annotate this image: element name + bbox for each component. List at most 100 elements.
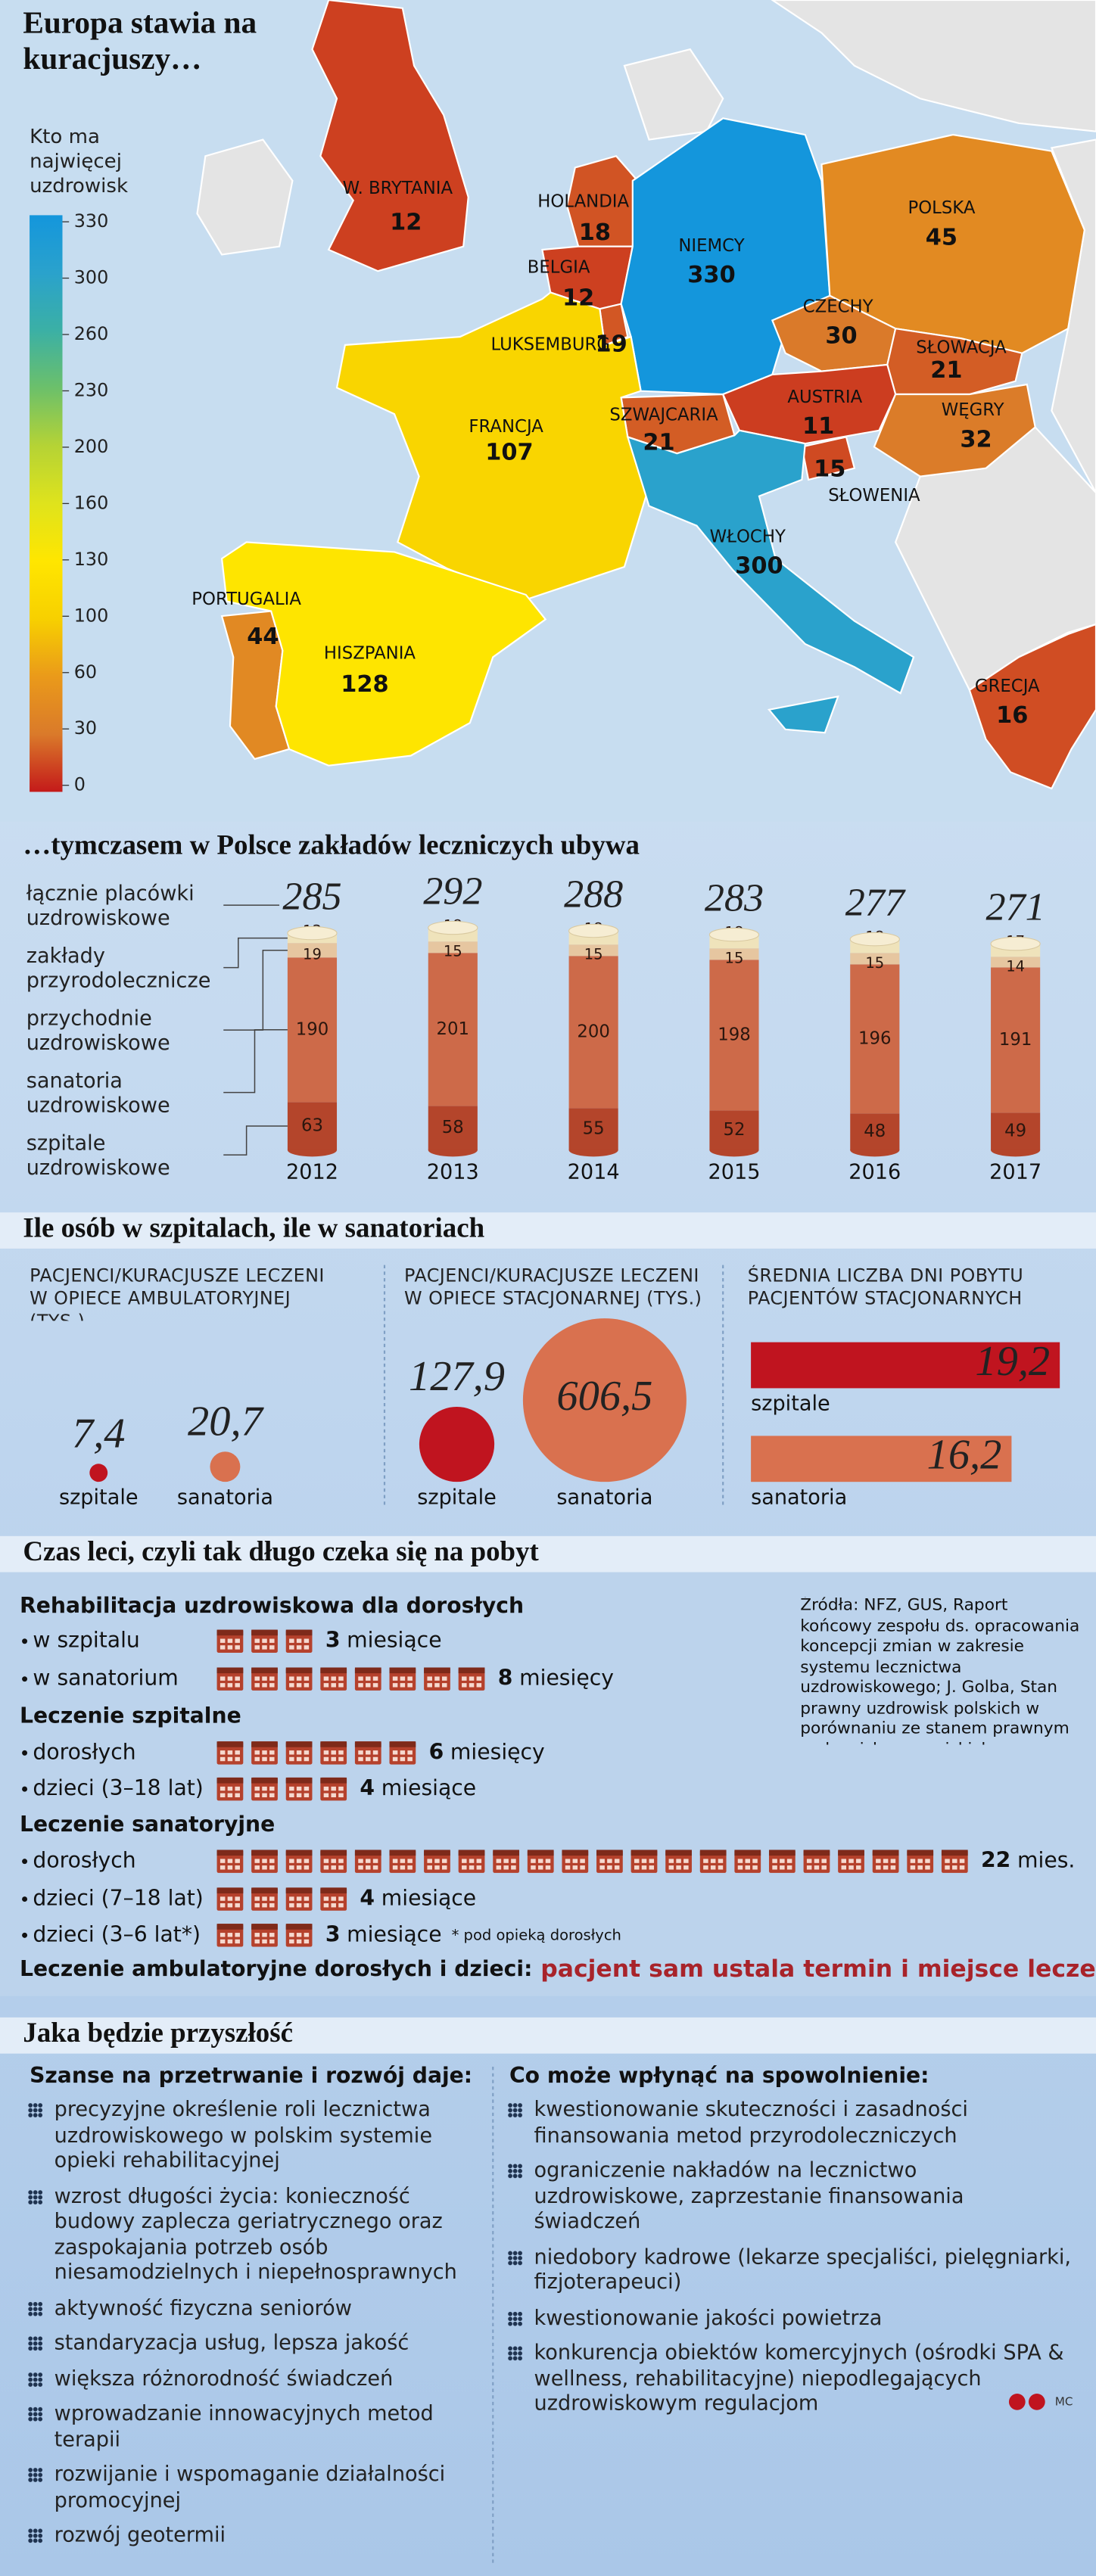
list-box: precyzyjne określenie roli lecznictwa uz… <box>26 2096 473 2546</box>
wait-value: 3 miesiące * pod opieką dorosłych <box>325 1921 621 1946</box>
wait-number: 22 <box>981 1848 1010 1873</box>
x-tick-label: 2016 <box>848 1161 901 1184</box>
calendar-cell <box>220 1865 226 1870</box>
segment-label: 49 <box>1004 1122 1026 1141</box>
calendar-cell <box>959 1865 965 1870</box>
calendar-icon-top <box>320 1777 347 1784</box>
calendar-cell <box>304 1756 310 1762</box>
bullet <box>22 1676 28 1682</box>
calendar-cell <box>441 1676 447 1681</box>
value-label: 19,2 <box>975 1338 1050 1385</box>
legend-label: łącznie placówki uzdrowiskowe <box>26 880 195 930</box>
calendar-cell <box>407 1750 413 1755</box>
calendar-cell <box>366 1859 371 1863</box>
calendar-icon-top <box>562 1850 589 1856</box>
footer: Leczenie ambulatoryjne dorosłych i dziec… <box>20 1955 1096 1983</box>
calendar-cell <box>531 1865 536 1870</box>
calendar-cell <box>400 1865 406 1870</box>
legend-tick-label: 160 <box>74 492 109 513</box>
calendar-cell <box>814 1859 820 1863</box>
section-band <box>0 1535 1096 1573</box>
segment-label: 200 <box>577 1022 609 1041</box>
wait-number: 8 <box>498 1666 513 1691</box>
bar-segment <box>568 944 618 957</box>
calendar-cell <box>254 1793 260 1797</box>
calendar-cell <box>331 1750 336 1755</box>
calendar-cell <box>641 1865 647 1870</box>
country-name: BELGIA <box>528 257 590 277</box>
calendar-cell <box>407 1756 413 1762</box>
calendar-cell <box>289 1683 294 1688</box>
calendar-cell <box>254 1645 260 1650</box>
bullet <box>22 1859 28 1865</box>
wait-icons <box>216 1629 313 1653</box>
calendar-cell <box>441 1865 447 1870</box>
country-value: 44 <box>247 624 279 650</box>
calendar-cell <box>786 1865 792 1870</box>
category-label: sanatoria <box>751 1486 847 1509</box>
list-item: rozwijanie i wspomaganie działalności pr… <box>26 2461 473 2512</box>
calendar-cell <box>366 1676 371 1681</box>
calendar-icon-top <box>872 1850 899 1856</box>
calendar-icon-top <box>216 1850 244 1856</box>
segment-label: 196 <box>858 1028 891 1048</box>
bubble <box>522 1318 687 1482</box>
calendar-icon-top <box>596 1850 623 1856</box>
country <box>767 695 839 734</box>
calendar-cell <box>841 1865 847 1870</box>
calendar-cell <box>400 1859 406 1863</box>
calendar-cell <box>372 1676 378 1681</box>
segment-label: 58 <box>442 1118 464 1137</box>
calendar-cell <box>427 1676 432 1681</box>
bar-segment <box>709 1110 759 1150</box>
country-value: 32 <box>960 426 992 453</box>
country-value: 21 <box>930 357 962 384</box>
row-label: w sanatorium <box>33 1666 178 1691</box>
section-band <box>0 2017 1096 2054</box>
calendar-cell <box>821 1859 827 1863</box>
wait-icons <box>216 1777 347 1801</box>
country-name: HOLANDIA <box>537 192 629 212</box>
bar-segment <box>568 1108 618 1150</box>
calendar-cell <box>331 1896 336 1901</box>
calendar-cell <box>331 1793 336 1797</box>
calendar-cell <box>304 1645 310 1650</box>
cylinder-top <box>287 926 338 941</box>
calendar-cell <box>358 1859 363 1863</box>
calendar-cell <box>331 1756 336 1762</box>
calendar-cell <box>683 1865 689 1870</box>
value-label: 7,4 <box>72 1411 126 1458</box>
cylinder-top <box>568 923 619 938</box>
calendar-icon-top <box>216 1741 244 1747</box>
calendar-cell <box>476 1683 482 1688</box>
map-title: Europa stawia na kuracjuszy… <box>23 6 257 78</box>
country-value: 45 <box>926 224 957 250</box>
calendar-cell <box>434 1865 440 1870</box>
calendar-cell <box>220 1903 226 1908</box>
calendar-cell <box>634 1859 640 1863</box>
panel-subtitle: PACJENCI/KURACJUSZE LECZENI W OPIECE STA… <box>404 1265 702 1310</box>
calendar-cell <box>511 1865 516 1870</box>
calendar-icon-top <box>251 1777 278 1784</box>
calendar-cell <box>254 1903 260 1908</box>
calendar-cell <box>227 1750 233 1755</box>
calendar-cell <box>304 1750 310 1755</box>
calendar-cell <box>235 1750 240 1755</box>
calendar-cell <box>262 1683 267 1688</box>
calendar-cell <box>634 1865 640 1870</box>
total-label: 288 <box>564 873 623 916</box>
calendar-cell <box>718 1859 724 1863</box>
calendar-cell <box>235 1676 240 1681</box>
legend-label-box: sanatoria uzdrowiskowe <box>26 1068 170 1117</box>
calendar-cell <box>565 1865 571 1870</box>
calendar-icon-top <box>941 1850 968 1856</box>
calendar-cell <box>641 1859 647 1863</box>
calendar-icon-top <box>389 1667 416 1674</box>
calendar-cell <box>780 1859 785 1863</box>
panel-subtitle-box: ŚREDNIA LICZBA DNI POBYTU PACJENTÓW STAC… <box>748 1265 1023 1310</box>
calendar-cell <box>331 1683 336 1688</box>
calendar-cell <box>848 1865 854 1870</box>
legend-tick-label: 130 <box>74 549 109 570</box>
calendar-cell <box>227 1645 233 1650</box>
